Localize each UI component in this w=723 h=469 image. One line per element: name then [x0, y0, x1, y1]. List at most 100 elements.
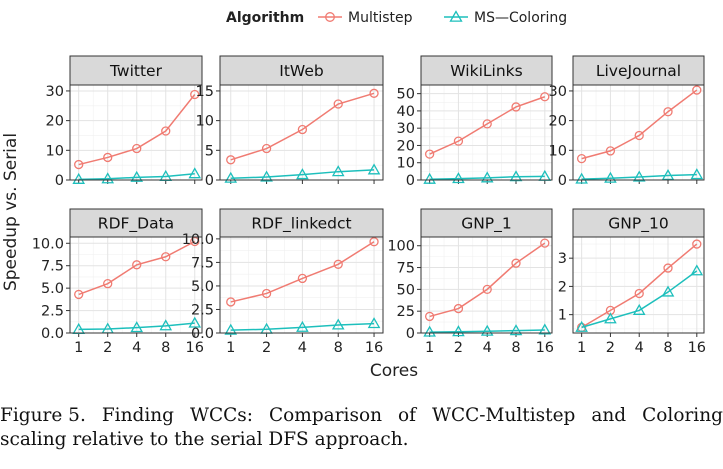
- data-point: [132, 260, 142, 270]
- y-tick-label: 10.0: [182, 232, 214, 248]
- data-point: [296, 320, 309, 332]
- series-ms-coloring: [423, 323, 552, 337]
- y-tick-label: 50: [397, 87, 415, 103]
- facet-title: WikiLinks: [450, 62, 522, 80]
- y-tick-label: 30: [397, 121, 415, 137]
- legend-item-1: MS—Coloring: [444, 10, 567, 26]
- data-point: [190, 89, 200, 100]
- x-tick-label: 2: [262, 340, 271, 356]
- facet-panel: [420, 84, 553, 181]
- data-point: [103, 279, 113, 289]
- caption-word: and: [591, 405, 627, 426]
- facet-title: ItWeb: [279, 62, 323, 80]
- caption-word: WCCs:: [189, 405, 254, 426]
- data-point: [103, 152, 113, 163]
- facet-gnp-10: GNP_10 1 2 3 1 2 4 8 16: [558, 208, 706, 356]
- data-point: [511, 102, 521, 112]
- data-point: [159, 319, 173, 331]
- facet-border: [69, 84, 203, 181]
- caption-line-1: Figure 5. Finding WCCs: Comparison of WCC-Mu…: [0, 404, 723, 428]
- data-point: [224, 323, 238, 335]
- y-tick-label: 0: [558, 173, 567, 189]
- series-line: [78, 240, 196, 296]
- data-point: [132, 143, 142, 154]
- legend-label: Multistep: [348, 10, 413, 26]
- data-point: [261, 143, 272, 154]
- data-point: [632, 303, 646, 315]
- data-point: [663, 107, 673, 117]
- data-point: [690, 264, 704, 276]
- data-point: [188, 167, 202, 179]
- series-line: [581, 173, 697, 180]
- data-point: [74, 289, 84, 300]
- x-tick-label: 4: [483, 340, 492, 356]
- x-tick-label: 2: [606, 340, 615, 356]
- facet-strip: [219, 55, 384, 86]
- caption-word: Comparison: [269, 405, 383, 426]
- legend-title: Algorithm: [226, 10, 304, 26]
- series-line: [230, 92, 375, 161]
- data-point: [369, 237, 379, 247]
- y-tick-label: 10: [397, 156, 415, 172]
- data-point: [423, 325, 436, 337]
- data-point: [690, 168, 704, 180]
- y-tick-label: 2.5: [41, 304, 64, 320]
- data-point: [480, 324, 494, 336]
- series-line: [581, 270, 698, 329]
- data-point: [260, 170, 273, 182]
- series-line: [429, 242, 546, 318]
- facet-strip: [420, 55, 553, 86]
- y-tick-label: 1: [558, 308, 567, 324]
- facet-strip: [572, 55, 705, 86]
- facet-border: [420, 84, 553, 181]
- y-tick-label: 30: [46, 84, 64, 100]
- series-multistep: [74, 236, 200, 300]
- legend-marker: [449, 10, 463, 22]
- series-ms-coloring: [423, 169, 552, 184]
- y-tick-label: 0.0: [191, 326, 214, 342]
- data-point: [452, 172, 465, 184]
- y-tick-label: 20: [397, 138, 415, 154]
- x-tick-label: 16: [186, 340, 204, 356]
- facet-grid: Twitter0102030ItWeb051015WikiLinks010203…: [32, 55, 706, 356]
- x-tick-label: 2: [103, 340, 112, 356]
- x-tick-label: 16: [536, 340, 554, 356]
- facet-title: RDF_Data: [98, 215, 174, 234]
- series-line: [78, 94, 196, 166]
- y-tick-label: 2: [558, 279, 567, 295]
- data-point: [576, 153, 587, 164]
- data-point: [130, 170, 144, 182]
- series-multistep: [424, 238, 550, 322]
- facet-panel: [572, 236, 705, 334]
- caption-word: WCC-Multistep: [431, 405, 576, 426]
- facet-border: [572, 84, 705, 181]
- data-point: [297, 124, 308, 135]
- series-ms-coloring: [575, 168, 704, 184]
- facet-border: [219, 84, 384, 181]
- y-tick-label: 50: [397, 282, 415, 298]
- facet-strip: [219, 208, 384, 238]
- facet-twitter: Twitter 0 10 20 30: [46, 55, 203, 189]
- data-point: [509, 324, 523, 336]
- y-axis-label: Speedup vs. Serial: [1, 133, 21, 291]
- series-ms-coloring: [224, 163, 381, 183]
- data-point: [634, 288, 644, 299]
- data-point: [261, 288, 272, 299]
- data-point: [101, 172, 115, 184]
- facet-rdf-data: RDF_Data 0.0 2.5 5.0 7.5 10.0 1 2 4 8 16: [32, 208, 204, 356]
- data-point: [161, 252, 171, 262]
- data-point: [423, 172, 436, 184]
- series-multistep: [226, 237, 379, 307]
- series-multistep: [424, 92, 550, 159]
- series-line: [429, 96, 546, 155]
- figure-faceted-line-chart: Algorithm Multistep MS—Coloring Twitter010…: [1, 10, 706, 381]
- y-tick-label: 40: [397, 104, 415, 120]
- data-point: [424, 311, 435, 322]
- series-line: [581, 89, 698, 160]
- data-point: [367, 317, 381, 329]
- data-point: [226, 155, 236, 165]
- data-point: [538, 323, 552, 335]
- x-tick-label: 8: [511, 340, 520, 356]
- x-tick-label: 4: [132, 340, 141, 356]
